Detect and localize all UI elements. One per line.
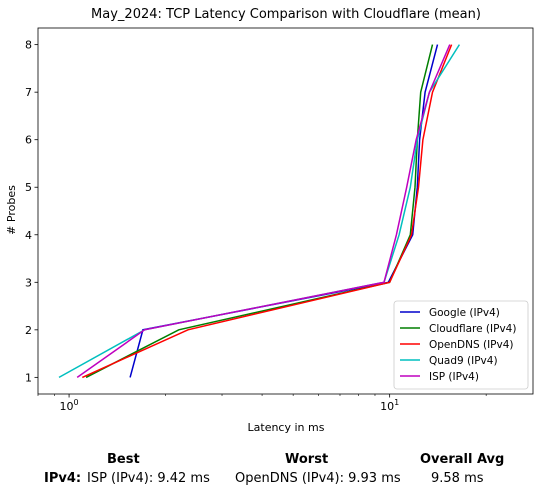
series-line-1 bbox=[85, 44, 434, 379]
legend-entry-4: ISP (IPv4) bbox=[429, 371, 479, 383]
y-tick-label: 3 bbox=[25, 276, 32, 289]
plot-area: 1 2 3 4 5 6 7 8 100 101 bbox=[25, 27, 534, 413]
y-tick-label: 1 bbox=[25, 371, 32, 384]
series-line-2 bbox=[81, 44, 453, 379]
y-tick-label: 2 bbox=[25, 324, 32, 337]
chart-title: May_2024: TCP Latency Comparison with Cl… bbox=[91, 7, 481, 22]
summary-row-label: IPv4: bbox=[44, 471, 82, 486]
legend-entry-1: Cloudflare (IPv4) bbox=[429, 323, 516, 335]
y-tick-label: 4 bbox=[25, 229, 32, 242]
x-axis-label: Latency in ms bbox=[248, 421, 325, 434]
avg-value: 9.58 ms bbox=[431, 471, 484, 486]
legend: Google (IPv4) Cloudflare (IPv4) OpenDNS (I… bbox=[393, 300, 529, 390]
y-tick-label: 5 bbox=[25, 181, 32, 194]
latency-chart: May_2024: TCP Latency Comparison with Cl… bbox=[5, 7, 534, 434]
legend-entry-0: Google (IPv4) bbox=[429, 307, 500, 319]
legend-box bbox=[393, 300, 529, 390]
y-tick-label: 7 bbox=[25, 86, 32, 99]
legend-entry-3: Quad9 (IPv4) bbox=[429, 355, 498, 367]
worst-header: Worst bbox=[285, 452, 329, 467]
x-tick-label: 101 bbox=[380, 398, 399, 413]
avg-header: Overall Avg bbox=[420, 452, 505, 467]
y-tick-label: 8 bbox=[25, 39, 32, 52]
series-line-4 bbox=[76, 44, 451, 379]
x-tick-label: 100 bbox=[60, 398, 79, 413]
worst-value: OpenDNS (IPv4): 9.93 ms bbox=[235, 471, 401, 486]
y-tick-label: 6 bbox=[25, 134, 32, 147]
legend-entry-2: OpenDNS (IPv4) bbox=[429, 339, 514, 351]
best-value: ISP (IPv4): 9.42 ms bbox=[87, 471, 210, 486]
axes-frame bbox=[37, 27, 534, 395]
series-line-0 bbox=[129, 44, 439, 378]
y-axis-label: # Probes bbox=[5, 185, 18, 235]
best-header: Best bbox=[107, 452, 140, 467]
